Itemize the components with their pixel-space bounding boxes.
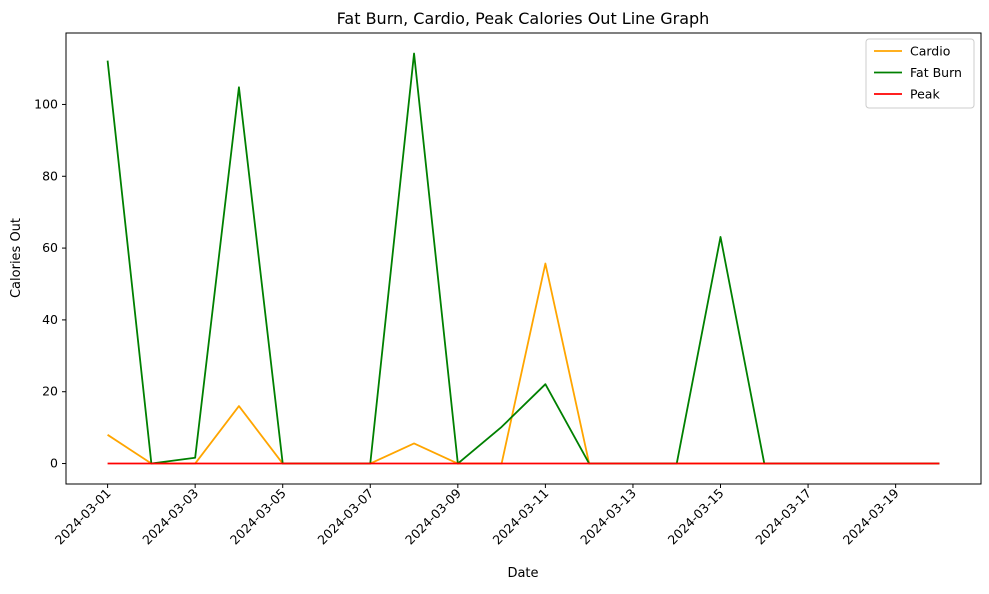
legend-label-cardio: Cardio <box>910 44 950 59</box>
x-tick-label: 2024-03-07 <box>314 486 376 548</box>
x-tick-label: 2024-03-17 <box>752 486 814 548</box>
y-tick-label: 80 <box>42 168 58 183</box>
series-layer <box>106 52 940 465</box>
x-tick-label: 2024-03-15 <box>665 486 727 548</box>
x-tick-label: 2024-03-05 <box>227 486 289 548</box>
x-tick-label: 2024-03-03 <box>139 486 201 548</box>
x-tick-label: 2024-03-09 <box>402 485 464 547</box>
series-line-fat-burn <box>106 52 940 465</box>
y-tick-label: 60 <box>42 240 58 255</box>
x-tick-label: 2024-03-19 <box>840 485 902 547</box>
y-tick-label: 100 <box>34 96 58 111</box>
x-axis-label: Date <box>507 566 538 581</box>
axes-layer: 0 20 40 60 80 100 2024-03-01 2024-03-03 2024-03-… <box>34 32 982 548</box>
legend-label-fat-burn: Fat Burn <box>910 65 962 80</box>
legend-box <box>865 38 975 109</box>
series-line-cardio <box>107 262 940 465</box>
x-tick-label: 2024-03-13 <box>577 486 639 548</box>
legend-label-peak: Peak <box>910 87 940 102</box>
y-tick-label: 0 <box>50 456 58 471</box>
y-tick-label: 40 <box>42 312 58 327</box>
legend: Cardio Fat Burn Peak <box>865 38 975 109</box>
y-axis-label: Calories Out <box>9 218 24 298</box>
x-tick-label: 2024-03-01 <box>52 486 114 548</box>
plot-frame <box>65 32 982 485</box>
chart-title: Fat Burn, Cardio, Peak Calories Out Line… <box>337 9 710 28</box>
y-tick-label: 20 <box>42 384 58 399</box>
x-tick-label: 2024-03-11 <box>490 486 552 548</box>
